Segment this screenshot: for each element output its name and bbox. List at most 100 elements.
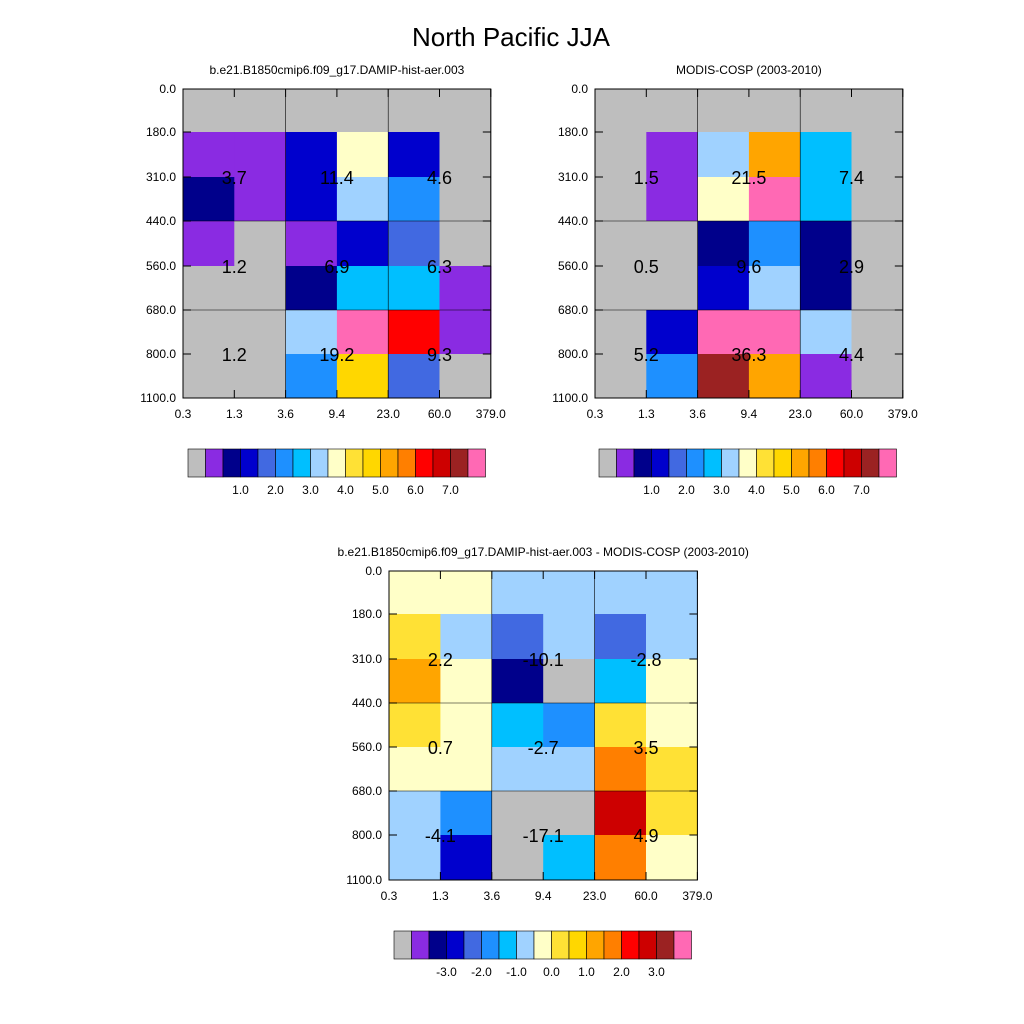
heatmap-cell xyxy=(183,354,235,399)
panel-3: b.e21.B1850cmip6.f09_g17.DAMIP-hist-aer.… xyxy=(338,545,749,979)
heatmap-cell xyxy=(388,89,441,133)
heatmap-cell xyxy=(594,747,647,792)
colorbar-swatch xyxy=(673,930,692,960)
block-value-label: 4.9 xyxy=(633,826,658,846)
block-value-label: 5.2 xyxy=(634,345,659,365)
y-tick-label: 800.0 xyxy=(352,828,382,842)
heatmap-cell xyxy=(543,659,596,704)
colorbar-label: 5.0 xyxy=(783,483,800,497)
heatmap-cell xyxy=(851,221,904,267)
colorbar-swatch xyxy=(703,448,722,478)
colorbar-swatch xyxy=(345,448,364,478)
x-tick-label: 0.3 xyxy=(587,407,604,421)
heatmap-cell xyxy=(748,221,801,267)
heatmap-cell xyxy=(646,747,698,792)
heatmap-cell xyxy=(543,703,596,748)
colorbar-swatch xyxy=(411,930,430,960)
y-tick-label: 310.0 xyxy=(558,170,588,184)
colorbar-swatch xyxy=(738,448,757,478)
heatmap-cell xyxy=(439,354,492,399)
heatmap-cell xyxy=(800,221,853,267)
colorbar-label: 2.0 xyxy=(678,483,695,497)
heatmap-cell xyxy=(800,310,853,355)
heatmap-cell xyxy=(646,659,698,704)
colorbar-label: -1.0 xyxy=(506,965,527,979)
colorbar-label: 7.0 xyxy=(853,483,870,497)
heatmap-cell xyxy=(543,791,596,836)
heatmap-cell xyxy=(595,266,647,311)
heatmap-cell xyxy=(285,89,338,133)
heatmap-cell xyxy=(336,177,389,222)
heatmap-cell xyxy=(748,89,801,133)
heatmap-cell xyxy=(234,132,287,178)
heatmap-cell xyxy=(234,89,287,133)
panel-1: b.e21.B1850cmip6.f09_g17.DAMIP-hist-aer.… xyxy=(140,63,506,497)
x-tick-label: 23.0 xyxy=(583,889,607,903)
heatmap-cell xyxy=(594,703,647,748)
y-tick-label: 440.0 xyxy=(352,696,382,710)
block-value-label: 19.2 xyxy=(319,345,354,365)
colorbar-label: 7.0 xyxy=(442,483,459,497)
heatmap-cell xyxy=(439,177,492,222)
heatmap-cell xyxy=(491,835,544,881)
y-tick-label: 0.0 xyxy=(159,82,176,96)
colorbar-swatch xyxy=(638,930,657,960)
colorbar: 1.0 2.0 3.0 4.0 5.0 6.0 7.0 xyxy=(187,448,486,497)
heatmap-cell xyxy=(183,221,235,267)
panel-title: b.e21.B1850cmip6.f09_g17.DAMIP-hist-aer.… xyxy=(338,545,749,559)
heatmap-cell xyxy=(594,571,647,615)
heatmap-cell xyxy=(646,132,699,178)
block-value-label: -17.1 xyxy=(523,826,564,846)
heatmap-cell xyxy=(439,310,492,355)
panel-title: b.e21.B1850cmip6.f09_g17.DAMIP-hist-aer.… xyxy=(209,63,464,77)
block-value-label: 9.3 xyxy=(427,345,452,365)
colorbar-label: 3.0 xyxy=(713,483,730,497)
panel-2: MODIS-COSP (2003-2010) 0.0 180.0 310.0 440.0… xyxy=(552,63,918,497)
colorbar-swatch xyxy=(568,930,587,960)
x-tick-label: 23.0 xyxy=(377,407,401,421)
heatmap-cell xyxy=(285,310,338,355)
heatmap-cell xyxy=(851,177,904,222)
heatmap-cell xyxy=(440,659,493,704)
heatmap-cell xyxy=(439,132,492,178)
colorbar-swatch xyxy=(826,448,845,478)
x-tick-label: 3.6 xyxy=(689,407,706,421)
colorbar-swatch xyxy=(843,448,862,478)
heatmap-cell xyxy=(851,310,904,355)
colorbar-swatch xyxy=(808,448,827,478)
heatmap-cell xyxy=(594,835,647,881)
colorbar-label: 2.0 xyxy=(267,483,284,497)
block-value-label: -10.1 xyxy=(523,650,564,670)
heatmap-cell xyxy=(439,221,492,267)
colorbar-label: 5.0 xyxy=(372,483,389,497)
heatmap-cell xyxy=(491,614,544,660)
colorbar-swatch xyxy=(516,930,535,960)
heatmap-cell xyxy=(697,266,750,311)
heatmap-cell xyxy=(234,221,287,267)
panel-title: MODIS-COSP (2003-2010) xyxy=(676,63,822,77)
block-value-label: 21.5 xyxy=(731,168,766,188)
block-value-label: 3.7 xyxy=(222,168,247,188)
figure-title: North Pacific JJA xyxy=(412,22,611,52)
heatmap-cell xyxy=(491,703,544,748)
colorbar-swatch xyxy=(633,448,652,478)
x-tick-label: 60.0 xyxy=(634,889,658,903)
y-tick-label: 680.0 xyxy=(558,303,588,317)
heatmap-cell xyxy=(336,266,389,311)
heatmap-cell xyxy=(388,221,441,267)
block-value-label: 4.6 xyxy=(427,168,452,188)
heatmap-cell xyxy=(646,221,699,267)
heatmap-cell xyxy=(646,614,698,660)
heatmap-cell xyxy=(440,835,493,881)
block-value-label: 3.5 xyxy=(633,738,658,758)
colorbar-swatch xyxy=(861,448,880,478)
heatmap-cell xyxy=(800,89,853,133)
heatmap-cell xyxy=(595,177,647,222)
heatmap-cell xyxy=(595,354,647,399)
heatmap-cell xyxy=(800,266,853,311)
heatmap-cell xyxy=(285,266,338,311)
colorbar-swatch xyxy=(533,930,552,960)
colorbar-label: 4.0 xyxy=(748,483,765,497)
heatmap-cell xyxy=(389,614,441,660)
